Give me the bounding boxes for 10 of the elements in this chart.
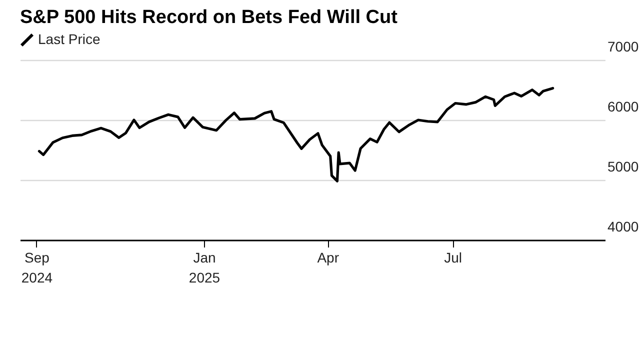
y-tick-label: 7000 xyxy=(608,38,639,54)
y-tick-label: 4000 xyxy=(608,218,639,234)
y-tick-label: 5000 xyxy=(608,158,639,174)
x-tick-label: Sep 2024 xyxy=(21,250,53,286)
legend-label: Last Price xyxy=(38,31,100,47)
x-tick-label: Jul xyxy=(444,250,462,266)
x-tick-label: Apr xyxy=(317,250,340,266)
chart-title: S&P 500 Hits Record on Bets Fed Will Cut xyxy=(20,7,398,28)
x-tick-label: Jan 2025 xyxy=(188,250,220,286)
y-tick-label: 6000 xyxy=(608,98,639,114)
